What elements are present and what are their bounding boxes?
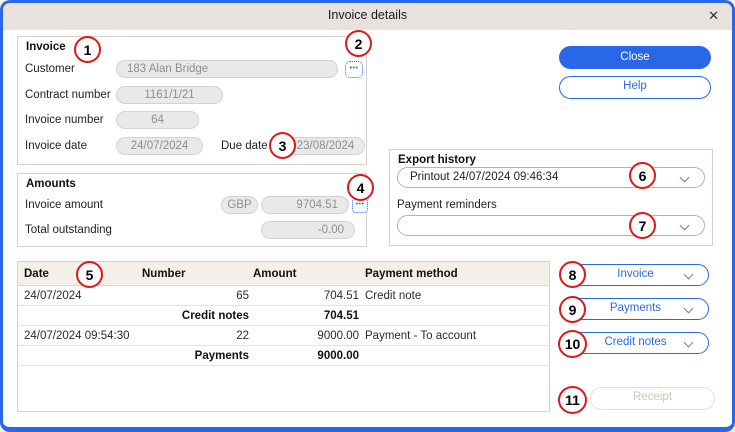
invoice-number-label: Invoice number (25, 114, 104, 126)
cell-amount: 9000.00 (317, 329, 359, 342)
dialog-title: Invoice details (327, 8, 408, 22)
annotation-circle-5: 5 (76, 261, 103, 288)
due-date-field[interactable]: 23/08/2024 (286, 137, 365, 155)
invoice-date-label: Invoice date (25, 140, 88, 152)
total-outstanding-label: Total outstanding (25, 224, 112, 236)
total-outstanding-field[interactable]: -0.00 (261, 221, 355, 239)
customer-label: Customer (25, 63, 75, 75)
chevron-down-icon (683, 269, 694, 280)
chevron-down-icon (683, 303, 694, 314)
chevron-down-icon (679, 172, 690, 183)
credit-notes-button-label: Credit notes (604, 336, 667, 348)
close-icon[interactable]: ✕ (708, 8, 719, 23)
due-date-label: Due date (221, 140, 268, 152)
annotation-circle-1: 1 (74, 36, 101, 63)
close-button[interactable]: Close (559, 46, 711, 69)
annotation-circle-11: 11 (558, 386, 587, 414)
chevron-down-icon (683, 337, 694, 348)
table-row[interactable]: 24/07/2024 09:54:30 22 9000.00 Payment -… (18, 326, 549, 346)
currency-field[interactable]: GBP (221, 196, 258, 214)
invoice-date-field[interactable]: 24/07/2024 (116, 137, 203, 155)
table-summary-row: Payments 9000.00 (18, 346, 549, 366)
ellipsis-icon: ••• (349, 65, 359, 72)
cell-date: 24/07/2024 09:54:30 (24, 329, 130, 342)
cell-date: 24/07/2024 (24, 289, 82, 302)
payments-button-label: Payments (609, 302, 662, 314)
cell-amount: 704.51 (323, 289, 359, 302)
customer-field[interactable]: 183 Alan Bridge (116, 60, 338, 78)
help-button[interactable]: Help (559, 76, 711, 99)
annotation-circle-3: 3 (269, 132, 296, 159)
invoice-amount-label: Invoice amount (25, 199, 103, 211)
chevron-down-icon (679, 220, 690, 231)
annotation-circle-6: 6 (629, 162, 656, 189)
export-history-title: Export history (398, 154, 476, 166)
cell-amount: 9000.00 (317, 349, 359, 362)
ellipsis-icon: ••• (355, 201, 365, 208)
table-header-row: Date Number Amount Payment method (18, 262, 549, 286)
customer-browse-button[interactable]: ••• (345, 61, 363, 78)
annotation-circle-7: 7 (629, 212, 656, 239)
contract-number-label: Contract number (25, 89, 111, 101)
annotation-circle-8: 8 (559, 261, 586, 288)
annotation-circle-4: 4 (347, 174, 374, 201)
invoice-number-field[interactable]: 64 (116, 111, 199, 129)
cell-number: 65 (236, 289, 249, 302)
cell-number: 22 (236, 329, 249, 342)
annotation-circle-9: 9 (559, 296, 586, 323)
amounts-section-title: Amounts (26, 178, 76, 190)
payments-dropdown-button[interactable]: Payments (562, 298, 709, 320)
annotation-circle-10: 10 (558, 330, 587, 358)
cell-amount: 704.51 (323, 309, 359, 322)
invoice-section-title: Invoice (26, 41, 66, 53)
cell-number: Credit notes (181, 309, 249, 322)
payment-reminders-label: Payment reminders (397, 199, 497, 211)
cell-payment-method: Payment - To account (365, 329, 477, 342)
header-number: Number (142, 267, 186, 280)
cell-payment-method: Credit note (365, 289, 422, 302)
credit-notes-dropdown-button[interactable]: Credit notes (562, 332, 709, 354)
invoice-button-label: Invoice (617, 268, 654, 280)
receipt-button[interactable]: Receipt (590, 387, 715, 410)
invoice-amount-field[interactable]: 9704.51 (261, 196, 349, 214)
contract-number-field[interactable]: 1161/1/21 (116, 86, 223, 104)
invoice-dropdown-button[interactable]: Invoice (562, 264, 709, 286)
header-date: Date (24, 267, 49, 280)
table-summary-row: Credit notes 704.51 (18, 306, 549, 326)
payments-table: Date Number Amount Payment method 24/07/… (17, 261, 550, 412)
cell-number: Payments (194, 349, 249, 362)
export-history-dropdown[interactable]: Printout 24/07/2024 09:46:34 (397, 167, 705, 188)
titlebar: Invoice details ✕ (3, 3, 732, 30)
header-payment-method: Payment method (365, 267, 458, 280)
export-history-value: Printout 24/07/2024 09:46:34 (410, 171, 559, 183)
payment-reminders-dropdown[interactable] (397, 215, 705, 236)
annotation-circle-2: 2 (345, 30, 372, 57)
table-row[interactable]: 24/07/2024 65 704.51 Credit note (18, 286, 549, 306)
header-amount: Amount (253, 267, 297, 280)
